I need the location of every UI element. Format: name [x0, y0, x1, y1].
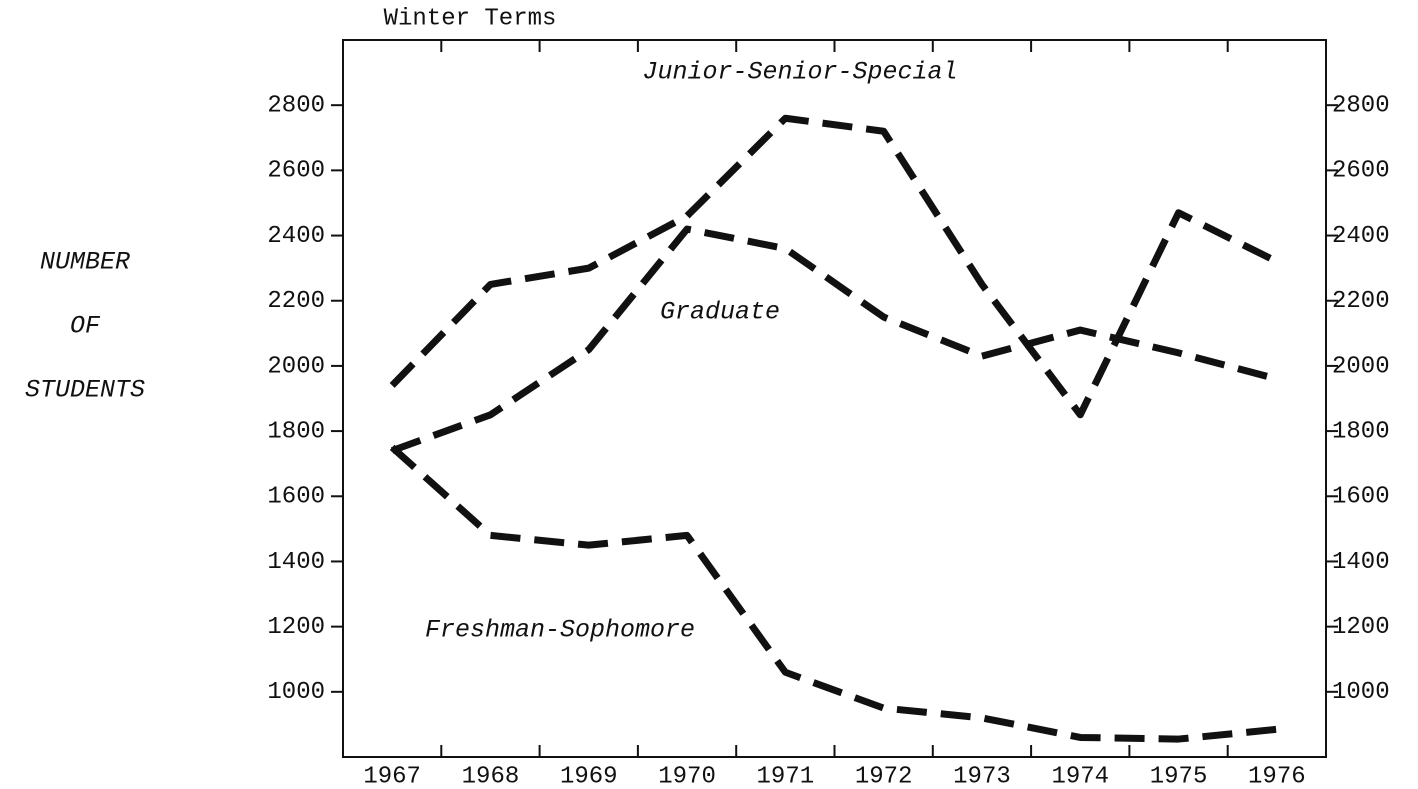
- x-tick-label: 1973: [953, 763, 1011, 789]
- x-tick-label: 1975: [1150, 763, 1208, 789]
- series-label: Junior-Senior-Special: [642, 58, 957, 87]
- y2-tick-label: 1800: [1332, 418, 1390, 445]
- y2-tick-label: 2800: [1332, 93, 1390, 120]
- x-tick-label: 1968: [462, 763, 520, 789]
- series-line: [389, 444, 1278, 743]
- y2-tick-label: 2600: [1332, 158, 1390, 185]
- x-tick-label: 1972: [855, 763, 913, 789]
- y2-tick-label: 2200: [1332, 288, 1390, 315]
- x-tick-label: 1976: [1248, 763, 1306, 789]
- y2-tick-label: 2000: [1332, 353, 1390, 380]
- chart-title: Winter Terms: [384, 5, 557, 32]
- y-tick-label: 1600: [267, 484, 325, 511]
- y2-tick-label: 1000: [1332, 679, 1390, 706]
- y-tick-label: 1400: [267, 549, 325, 576]
- y-tick-label: 2600: [267, 158, 325, 185]
- plot-frame: [342, 39, 1327, 758]
- y-tick-label: 2200: [267, 288, 325, 315]
- series-label: Freshman-Sophomore: [425, 616, 695, 645]
- y-axis-label: NUMBER: [40, 248, 130, 277]
- y2-tick-label: 1400: [1332, 549, 1390, 576]
- y-tick-label: 2800: [267, 93, 325, 120]
- y2-tick-label: 1600: [1332, 484, 1390, 511]
- y-tick-label: 1800: [267, 418, 325, 445]
- y-axis-label: OF: [70, 312, 101, 341]
- y-tick-label: 2000: [267, 353, 325, 380]
- y-tick-label: 1000: [267, 679, 325, 706]
- y-tick-label: 2400: [267, 223, 325, 250]
- x-tick-label: 1967: [363, 763, 421, 789]
- y-tick-label: 1200: [267, 614, 325, 641]
- y-axis-label: STUDENTS: [25, 376, 145, 405]
- x-tick-label: 1971: [757, 763, 815, 789]
- series-line: [390, 225, 1278, 454]
- x-tick-label: 1970: [658, 763, 716, 789]
- x-tick-label: 1974: [1051, 763, 1109, 789]
- series-line: [389, 114, 1279, 419]
- y2-tick-label: 2400: [1332, 223, 1390, 250]
- y2-tick-label: 1200: [1332, 614, 1390, 641]
- x-tick-label: 1969: [560, 763, 618, 789]
- series-label: Graduate: [660, 298, 780, 327]
